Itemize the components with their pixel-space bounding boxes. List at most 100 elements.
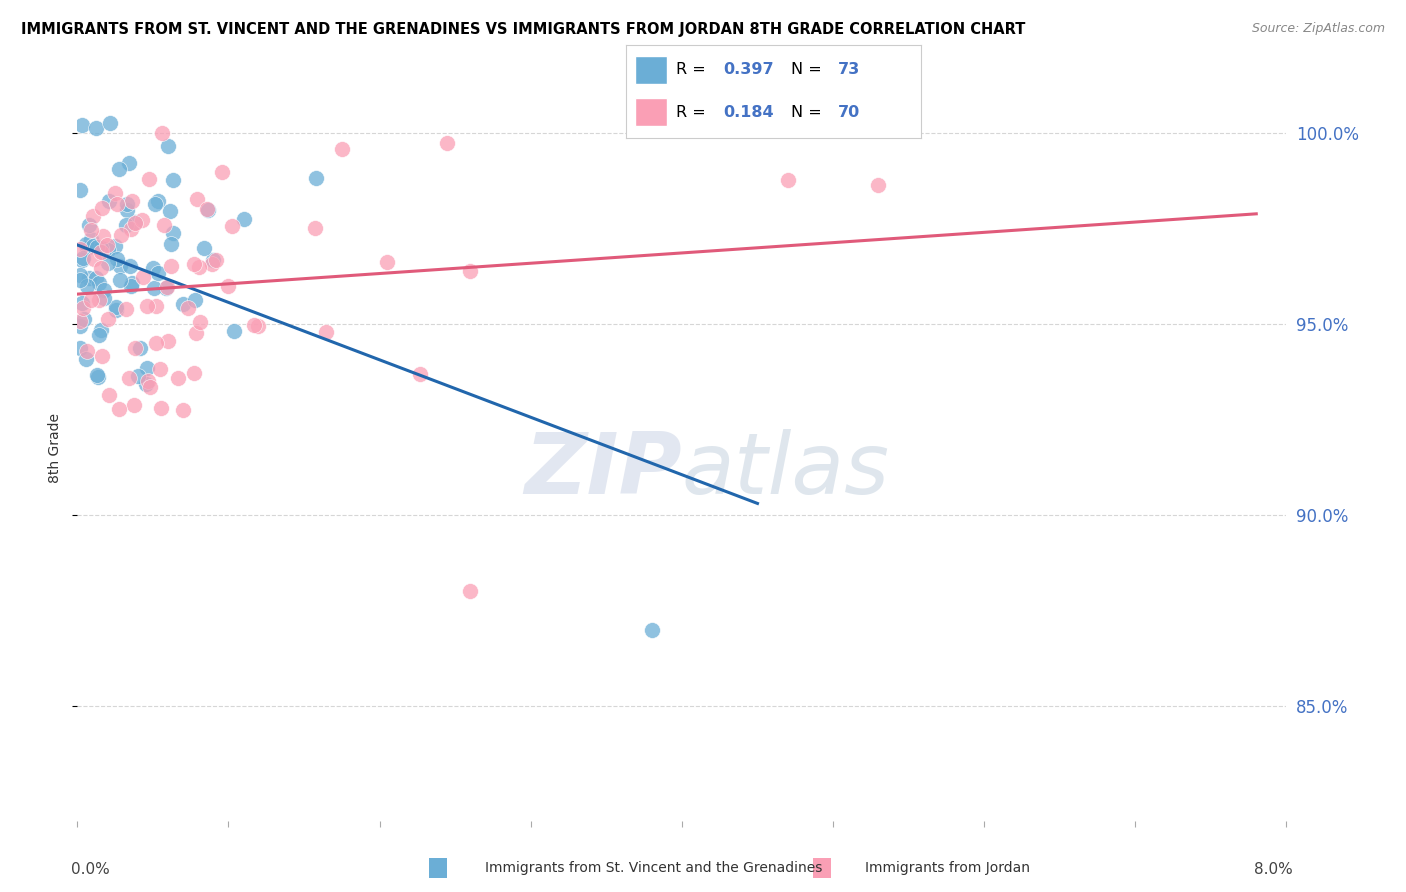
Point [87, 370, 110, 384]
Point [97, 312, 120, 326]
Point [162, 173, 184, 187]
Point [200, 258, 222, 272]
Point [152, 126, 174, 140]
Point [75, 351, 97, 366]
Point [641, 623, 664, 637]
Point [224, 324, 246, 338]
Text: N =: N = [792, 62, 827, 78]
Text: R =: R = [676, 62, 711, 78]
Point [79, 271, 101, 285]
Point [184, 326, 207, 340]
Point [90, 323, 112, 337]
Point [868, 178, 890, 192]
Point [183, 293, 205, 308]
Point [193, 241, 215, 255]
Point [242, 318, 264, 332]
Point [72, 252, 94, 267]
Point [108, 161, 131, 176]
Point [69, 319, 91, 334]
Point [91, 245, 114, 260]
Point [69, 183, 91, 197]
Point [69, 242, 91, 256]
Point [172, 403, 194, 417]
Point [202, 253, 225, 268]
Point [458, 584, 481, 599]
Point [129, 342, 152, 356]
Point [115, 301, 138, 316]
Point [97, 256, 120, 270]
Point [98, 388, 121, 402]
Point [143, 197, 166, 211]
Point [153, 219, 176, 233]
Point [73, 312, 96, 326]
Point [136, 374, 159, 388]
Point [90, 261, 112, 276]
Point [86, 240, 108, 254]
Point [205, 253, 228, 268]
Point [136, 360, 159, 375]
Point [197, 202, 219, 217]
Point [69, 273, 91, 287]
Point [145, 299, 167, 313]
Point [375, 255, 398, 269]
Point [84, 271, 107, 285]
Point [120, 278, 142, 293]
Point [183, 257, 205, 271]
Point [211, 165, 233, 179]
Point [108, 402, 131, 417]
Point [72, 301, 94, 316]
Text: 0.184: 0.184 [723, 104, 773, 120]
Point [159, 259, 181, 273]
Point [87, 293, 110, 308]
Point [124, 342, 146, 356]
Point [187, 260, 209, 274]
Point [72, 252, 94, 266]
Point [76, 241, 98, 255]
Point [104, 238, 127, 252]
Point [80, 223, 103, 237]
Point [90, 244, 112, 259]
Point [146, 194, 169, 208]
Point [138, 380, 160, 394]
Point [110, 227, 132, 242]
Point [148, 266, 170, 280]
Point [90, 241, 112, 255]
Point [91, 201, 114, 215]
Point [120, 222, 142, 236]
Point [304, 221, 326, 235]
Y-axis label: 8th Grade: 8th Grade [48, 413, 62, 483]
Text: IMMIGRANTS FROM ST. VINCENT AND THE GRENADINES VS IMMIGRANTS FROM JORDAN 8TH GRA: IMMIGRANTS FROM ST. VINCENT AND THE GREN… [21, 22, 1025, 37]
Point [305, 170, 328, 185]
Point [217, 279, 239, 293]
Point [159, 204, 181, 219]
Point [105, 302, 128, 317]
Point [167, 371, 190, 385]
Point [110, 273, 132, 287]
Point [121, 194, 143, 209]
Point [82, 239, 104, 253]
Bar [634, 98, 666, 126]
Point [138, 172, 160, 186]
Point [80, 232, 103, 246]
Point [157, 139, 180, 153]
Point [118, 371, 141, 385]
Point [82, 209, 104, 223]
Point [108, 260, 131, 274]
Point [135, 299, 157, 313]
Point [69, 341, 91, 355]
Text: 70: 70 [838, 104, 860, 120]
Point [70, 296, 93, 310]
Point [127, 369, 149, 384]
Point [93, 291, 115, 305]
Point [79, 219, 101, 233]
Point [80, 293, 103, 308]
Point [315, 325, 337, 339]
Point [145, 336, 167, 351]
Point [160, 237, 183, 252]
Point [177, 301, 200, 315]
Point [156, 280, 179, 294]
Point [124, 215, 146, 229]
Point [105, 300, 128, 314]
Point [122, 398, 145, 412]
Point [132, 269, 155, 284]
